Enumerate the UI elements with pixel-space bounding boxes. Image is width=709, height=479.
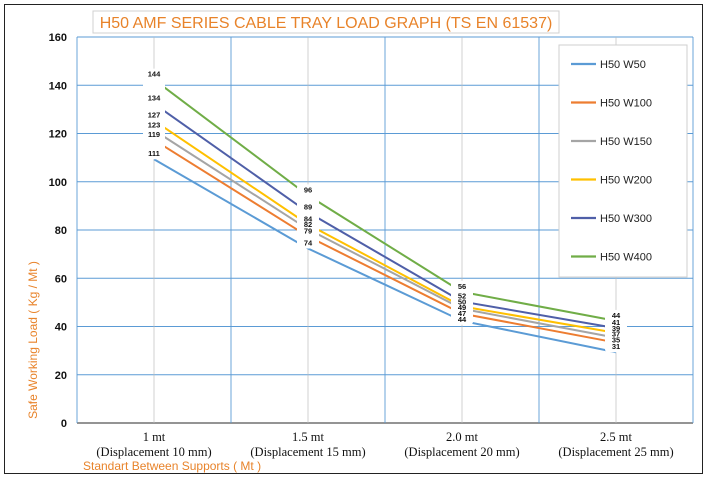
legend-entry: H50 W300 xyxy=(600,213,652,225)
legend-entry: H50 W50 xyxy=(600,59,646,71)
data-label: 96 xyxy=(304,185,312,194)
series-line xyxy=(153,102,617,330)
label-backdrop xyxy=(605,309,627,353)
data-label: 119 xyxy=(148,130,160,139)
x-tick-label: 2.5 mt xyxy=(600,430,632,444)
y-tick-label: 160 xyxy=(49,32,67,44)
legend: H50 W50 H50 W100 H50 W150 H50 W200 H50 W300 H… xyxy=(558,44,688,278)
data-label: 82 xyxy=(304,220,312,229)
series-lines xyxy=(153,78,617,354)
y-axis-title: Safe Working Load ( Kg / Mt ) xyxy=(26,261,40,419)
x-tick-sublabel: (Displacement 15 mm) xyxy=(250,445,365,459)
series-line xyxy=(153,139,617,344)
title-box xyxy=(92,10,560,34)
data-label: 84 xyxy=(304,214,313,223)
data-label: 31 xyxy=(612,342,620,351)
y-tick-label: 40 xyxy=(55,322,67,334)
legend-entry: H50 W400 xyxy=(600,252,652,264)
x-tick-label: 2.0 mt xyxy=(446,430,478,444)
data-label: 52 xyxy=(458,292,466,301)
data-label: 56 xyxy=(458,282,466,291)
y-tick-label: 60 xyxy=(55,273,67,285)
data-label: 35 xyxy=(612,335,620,344)
legend-entry: H50 W200 xyxy=(600,175,652,187)
x-tick-label: 1.5 mt xyxy=(292,430,324,444)
y-tick-label: 0 xyxy=(61,418,67,430)
data-label: 89 xyxy=(304,202,312,211)
x-tick-label: 1 mt xyxy=(143,430,166,444)
series-line xyxy=(153,129,617,339)
label-backdrop xyxy=(451,280,473,325)
chart-title: H50 AMF SERIES CABLE TRAY LOAD GRAPH (TS… xyxy=(100,15,553,32)
data-label: 49 xyxy=(458,303,466,312)
x-tick-sublabel: (Displacement 25 mm) xyxy=(558,445,673,459)
series-line xyxy=(153,119,617,334)
data-label: 127 xyxy=(148,111,161,120)
data-label: 44 xyxy=(612,311,621,320)
y-tick-label: 80 xyxy=(55,225,67,237)
data-label: 144 xyxy=(148,70,161,79)
label-backdrop xyxy=(143,68,165,160)
data-label: 50 xyxy=(458,297,466,306)
data-label: 41 xyxy=(612,318,620,327)
series-line xyxy=(153,158,617,354)
y-tick-label: 140 xyxy=(49,80,67,92)
legend-box xyxy=(558,44,688,278)
y-tick-label: 100 xyxy=(49,177,67,189)
x-axis-ticks: 1 mt(Displacement 10 mm)1.5 mt(Displacem… xyxy=(96,430,673,459)
x-tick-sublabel: (Displacement 20 mm) xyxy=(404,445,519,459)
series-line xyxy=(153,78,617,322)
x-axis-title: Standart Between Supports ( Mt ) xyxy=(83,459,261,473)
data-label: 134 xyxy=(148,94,161,103)
legend-entry: H50 W150 xyxy=(600,136,652,148)
legend-entry: H50 W100 xyxy=(600,98,652,110)
y-tick-label: 20 xyxy=(55,370,67,382)
data-label: 44 xyxy=(458,315,467,324)
chart-frame xyxy=(4,4,703,474)
x-tick-sublabel: (Displacement 10 mm) xyxy=(96,445,211,459)
y-tick-label: 120 xyxy=(49,129,67,141)
data-label: 111 xyxy=(148,149,160,158)
data-label: 39 xyxy=(612,324,620,333)
data-label: 47 xyxy=(458,309,466,318)
y-axis-ticks: 0 20 40 60 80 100 120 140 160 xyxy=(49,32,67,430)
data-label: 123 xyxy=(148,120,161,129)
label-backdrop xyxy=(297,184,319,249)
data-label: 79 xyxy=(304,226,312,235)
data-label: 74 xyxy=(304,238,313,247)
data-label: 37 xyxy=(612,330,620,339)
